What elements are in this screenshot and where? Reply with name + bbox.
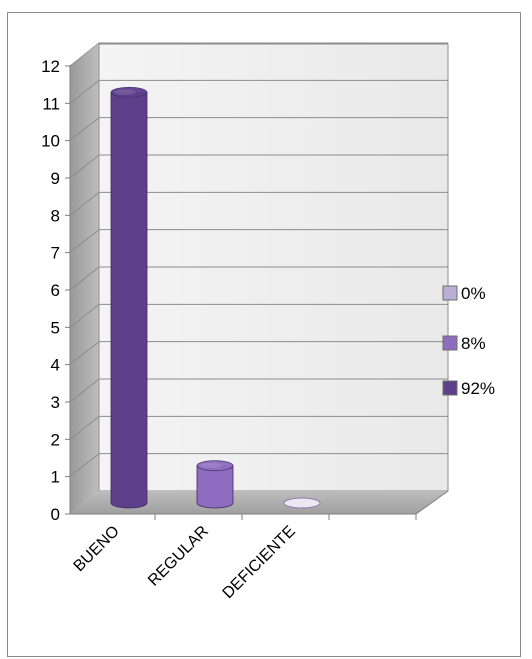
legend-item: 8% [442, 334, 486, 353]
gridlines [69, 42, 448, 478]
y-tick-label: 3 [51, 393, 60, 412]
legend-item: 0% [442, 284, 486, 303]
y-tick-label: 7 [51, 244, 60, 263]
bar-body [196, 465, 234, 509]
gridline [69, 453, 448, 478]
y-tick-label: 4 [51, 356, 60, 375]
x-tick-label: REGULAR [145, 523, 212, 590]
bar-top-highlight [114, 89, 136, 95]
y-tick-label: 8 [51, 206, 60, 225]
gridline [69, 154, 448, 179]
gridline [69, 117, 448, 142]
x-tick-label: DEFICIENTE [220, 523, 299, 602]
bar-regular [196, 460, 234, 509]
bars [110, 86, 321, 509]
gridline [69, 415, 448, 440]
legend-swatch [442, 335, 458, 351]
legend-swatch [442, 380, 458, 396]
axes [65, 65, 449, 520]
legend-label: 92% [461, 379, 495, 398]
bar-bueno [110, 86, 148, 509]
legend-swatch [442, 285, 458, 301]
bar-base-zero [283, 497, 321, 509]
y-tick-label: 9 [51, 169, 60, 188]
gridline [69, 266, 448, 291]
bar-deficiente [283, 497, 321, 509]
x-tick-label: BUENO [71, 523, 123, 575]
x-tick-labels: BUENO REGULAR DEFICIENTE [71, 523, 299, 602]
bar-body [110, 91, 148, 509]
y-tick-label: 1 [51, 468, 60, 487]
gridline [69, 79, 448, 104]
legend-item: 92% [442, 379, 495, 398]
bar-top [110, 86, 148, 98]
y-tick-label: 12 [41, 57, 60, 76]
bar-top [196, 460, 234, 472]
gridline [69, 191, 448, 216]
gridline [69, 42, 448, 67]
legend-label: 8% [461, 334, 486, 353]
gridline [69, 378, 448, 403]
legend-label: 0% [461, 284, 486, 303]
y-tick-label: 0 [51, 505, 60, 524]
y-tick-label: 5 [51, 318, 60, 337]
floor [70, 491, 448, 514]
gridline [69, 341, 448, 366]
gridline [69, 229, 448, 254]
y-tick-label: 11 [42, 94, 60, 113]
y-tick-label: 10 [41, 132, 60, 151]
floor-edge [415, 490, 449, 515]
gridline [69, 303, 448, 328]
y-tick-label: 2 [51, 430, 60, 449]
y-tick-label: 6 [51, 281, 60, 300]
legend: 0% 8% 92% [442, 284, 495, 398]
bar-top-highlight [200, 463, 222, 469]
